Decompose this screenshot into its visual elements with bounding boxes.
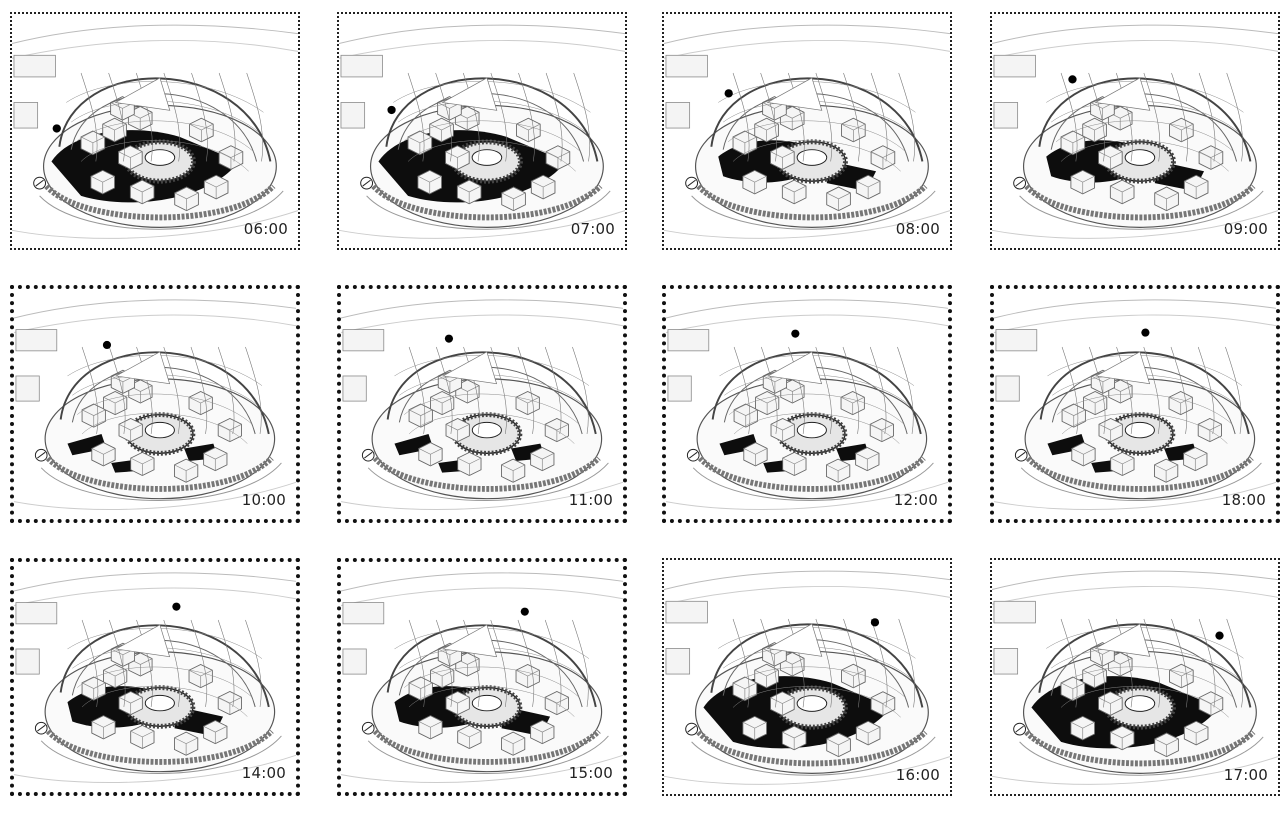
axonometric-scene	[992, 14, 1278, 248]
pavilion-opening	[797, 422, 826, 437]
pavilion-opening	[1125, 696, 1155, 712]
building-block	[343, 330, 384, 351]
building-block	[994, 102, 1018, 128]
building-block	[666, 102, 690, 128]
sun-position-marker	[103, 341, 111, 349]
north-arrow-icon	[34, 177, 46, 189]
time-label: 18:00	[1222, 491, 1266, 509]
north-arrow-icon	[361, 177, 373, 189]
building-block	[14, 102, 38, 128]
building-block	[996, 330, 1037, 351]
sun-study-panel: 08:00	[662, 12, 952, 250]
time-label: 16:00	[896, 766, 940, 784]
pavilion-opening	[472, 150, 502, 166]
sun-position-marker	[521, 608, 529, 616]
time-label: 07:00	[571, 220, 615, 238]
pavilion-opening	[797, 696, 827, 712]
north-arrow-icon	[687, 449, 699, 461]
time-label: 17:00	[1224, 766, 1268, 784]
time-label: 11:00	[569, 491, 613, 509]
building-block	[994, 601, 1035, 623]
sun-position-marker	[1141, 329, 1149, 337]
time-label: 15:00	[569, 764, 613, 782]
building-block	[341, 55, 382, 77]
north-arrow-icon	[1015, 449, 1027, 461]
sun-study-panel: 11:00	[337, 285, 627, 523]
building-block	[343, 649, 366, 674]
axonometric-scene	[992, 560, 1278, 794]
axonometric-scene	[14, 562, 296, 792]
pavilion-opening	[145, 695, 174, 710]
pavilion-opening	[472, 695, 501, 710]
time-label: 08:00	[896, 220, 940, 238]
north-arrow-icon	[362, 449, 374, 461]
axonometric-scene	[341, 562, 623, 792]
sun-position-marker	[387, 106, 395, 114]
axonometric-scene	[341, 289, 623, 519]
sun-position-marker	[1215, 631, 1223, 639]
building-block	[343, 603, 384, 624]
pavilion-opening	[1125, 150, 1155, 166]
sun-position-marker	[172, 603, 180, 611]
pavilion-opening	[145, 150, 175, 166]
sun-position-marker	[445, 335, 453, 343]
axonometric-scene	[666, 289, 948, 519]
north-arrow-icon	[686, 723, 698, 735]
axonometric-scene	[12, 14, 298, 248]
building-block	[16, 376, 39, 401]
building-block	[14, 55, 55, 77]
sun-study-panel: 09:00	[990, 12, 1280, 250]
building-block	[16, 649, 39, 674]
building-block	[994, 55, 1035, 77]
sun-position-marker	[791, 330, 799, 338]
north-arrow-icon	[1014, 723, 1026, 735]
pavilion-opening	[472, 422, 501, 437]
building-block	[666, 601, 707, 623]
axonometric-scene	[14, 289, 296, 519]
sun-study-panel: 14:00	[10, 558, 300, 796]
sun-study-panel: 18:00	[990, 285, 1280, 523]
building-block	[666, 55, 707, 77]
sun-study-panel: 17:00	[990, 558, 1280, 796]
sun-study-panel: 12:00	[662, 285, 952, 523]
time-label: 09:00	[1224, 220, 1268, 238]
pavilion-opening	[1125, 422, 1154, 437]
sun-position-marker	[871, 618, 879, 626]
sun-study-panel: 15:00	[337, 558, 627, 796]
building-block	[668, 376, 691, 401]
north-arrow-icon	[35, 449, 47, 461]
sun-position-marker	[53, 124, 61, 132]
building-block	[666, 648, 690, 674]
north-arrow-icon	[686, 177, 698, 189]
north-arrow-icon	[362, 722, 374, 734]
axonometric-scene	[994, 289, 1276, 519]
building-block	[996, 376, 1019, 401]
axonometric-scene	[339, 14, 625, 248]
time-label: 14:00	[242, 764, 286, 782]
sun-position-marker	[725, 89, 733, 97]
building-block	[341, 102, 365, 128]
time-label: 12:00	[894, 491, 938, 509]
sun-position-marker	[1068, 75, 1076, 83]
sun-study-panel: 07:00	[337, 12, 627, 250]
north-arrow-icon	[1014, 177, 1026, 189]
pavilion-opening	[797, 150, 827, 166]
building-block	[994, 648, 1018, 674]
building-block	[668, 330, 709, 351]
north-arrow-icon	[35, 722, 47, 734]
time-label: 10:00	[242, 491, 286, 509]
building-block	[16, 603, 57, 624]
building-block	[16, 330, 57, 351]
axonometric-scene	[664, 14, 950, 248]
sun-study-panel: 16:00	[662, 558, 952, 796]
axonometric-scene	[664, 560, 950, 794]
pavilion-opening	[145, 422, 174, 437]
building-block	[343, 376, 366, 401]
time-label: 06:00	[244, 220, 288, 238]
sun-study-panel: 06:00	[10, 12, 300, 250]
sun-study-panel: 10:00	[10, 285, 300, 523]
